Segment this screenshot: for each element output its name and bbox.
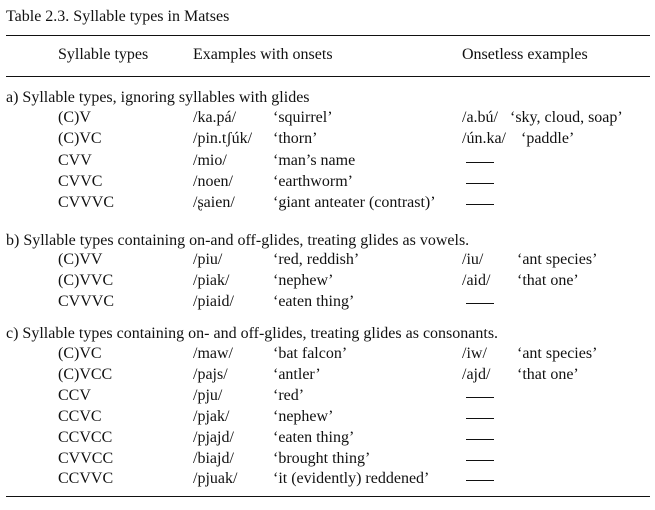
syllable-type: (C)VC (58, 130, 102, 147)
example-gloss: ‘red’ (273, 387, 305, 404)
onsetless-form: /ajd/ (462, 366, 491, 383)
example-form: /piaid/ (193, 293, 234, 310)
no-example-dash (466, 397, 494, 398)
no-example-dash (466, 418, 494, 419)
no-example-dash (466, 303, 494, 304)
onsetless-gloss: ‘paddle’ (521, 130, 575, 147)
no-example-dash (466, 204, 494, 205)
onsetless-gloss: ‘that one’ (517, 366, 579, 383)
example-form: /piu/ (193, 251, 223, 268)
example-gloss: ‘antler’ (273, 366, 321, 383)
example-gloss: ‘eaten thing’ (273, 429, 355, 446)
no-example-dash (466, 183, 494, 184)
example-form: /maw/ (193, 345, 233, 362)
example-form: /biajd/ (193, 450, 234, 467)
header-syllable-types: Syllable types (58, 46, 149, 63)
no-example-dash (466, 439, 494, 440)
syllable-type: CCV (58, 387, 91, 404)
example-form: /ka.pá/ (193, 109, 237, 126)
example-form: /mio/ (193, 152, 227, 169)
example-form: /pjuak/ (193, 470, 238, 487)
example-form: /pju/ (193, 387, 223, 404)
example-form: /pjajd/ (193, 429, 234, 446)
example-gloss: ‘earthworm’ (273, 173, 353, 190)
example-gloss: ‘it (evidently) reddened’ (273, 470, 430, 487)
syllable-type: CCVC (58, 408, 102, 425)
example-gloss: ‘thorn’ (273, 130, 318, 147)
header-rule (6, 76, 650, 77)
no-example-dash (466, 162, 494, 163)
onsetless-form: /ún.ka/ (462, 130, 506, 147)
header-examples-with-onsets: Examples with onsets (193, 46, 333, 63)
onsetless-gloss: ‘ant species’ (517, 251, 598, 268)
example-form: /pjak/ (193, 408, 230, 425)
syllable-type: (C)V (58, 109, 91, 126)
example-form: /pin.tʃúk/ (193, 130, 253, 147)
syllable-type: CVVVC (58, 194, 115, 211)
syllable-type: CVVCC (58, 450, 114, 467)
section-heading: a) Syllable types, ignoring syllables wi… (6, 89, 310, 106)
syllable-type: CVVVC (58, 293, 115, 310)
example-gloss: ‘eaten thing’ (273, 293, 355, 310)
no-example-dash (466, 480, 494, 481)
syllable-type: CCVCC (58, 429, 113, 446)
onsetless-gloss: ‘ant species’ (517, 345, 598, 362)
header-onsetless-examples: Onsetless examples (462, 46, 588, 63)
syllable-type: (C)VCC (58, 366, 113, 383)
example-gloss: ‘man’s name (273, 152, 356, 169)
onsetless-form: /aid/ (462, 272, 491, 289)
syllable-type: (C)VV (58, 251, 103, 268)
example-gloss: ‘brought thing’ (273, 450, 371, 467)
syllable-type: CCVVC (58, 470, 114, 487)
example-gloss: ‘nephew’ (273, 408, 334, 425)
example-form: /noen/ (193, 173, 233, 190)
syllable-type: (C)VC (58, 345, 102, 362)
example-form: /piak/ (193, 272, 230, 289)
bottom-rule (6, 496, 650, 497)
example-gloss: ‘giant anteater (contrast)’ (273, 194, 436, 211)
syllable-type: CVV (58, 152, 92, 169)
onsetless-form: /iu/ (462, 251, 484, 268)
section-heading: c) Syllable types containing on- and off… (6, 325, 499, 342)
example-gloss: ‘bat falcon’ (273, 345, 348, 362)
onsetless-form: /iw/ (462, 345, 487, 362)
no-example-dash (466, 460, 494, 461)
table-caption: Table 2.3. Syllable types in Matses (6, 8, 230, 25)
top-rule (6, 35, 650, 36)
example-gloss: ‘squirrel’ (273, 109, 333, 126)
section-heading: b) Syllable types containing on-and off-… (6, 232, 470, 249)
onsetless-form: /a.bú/ (462, 109, 498, 126)
example-gloss: ‘red, reddish’ (273, 251, 360, 268)
onsetless-gloss: ‘that one’ (517, 272, 579, 289)
onsetless-gloss: ‘sky, cloud, soap’ (510, 109, 623, 126)
example-form: /ʂaien/ (193, 194, 235, 211)
syllable-type: CVVC (58, 173, 103, 190)
syllable-type: (C)VVC (58, 272, 114, 289)
example-gloss: ‘nephew’ (273, 272, 334, 289)
example-form: /pajs/ (193, 366, 228, 383)
